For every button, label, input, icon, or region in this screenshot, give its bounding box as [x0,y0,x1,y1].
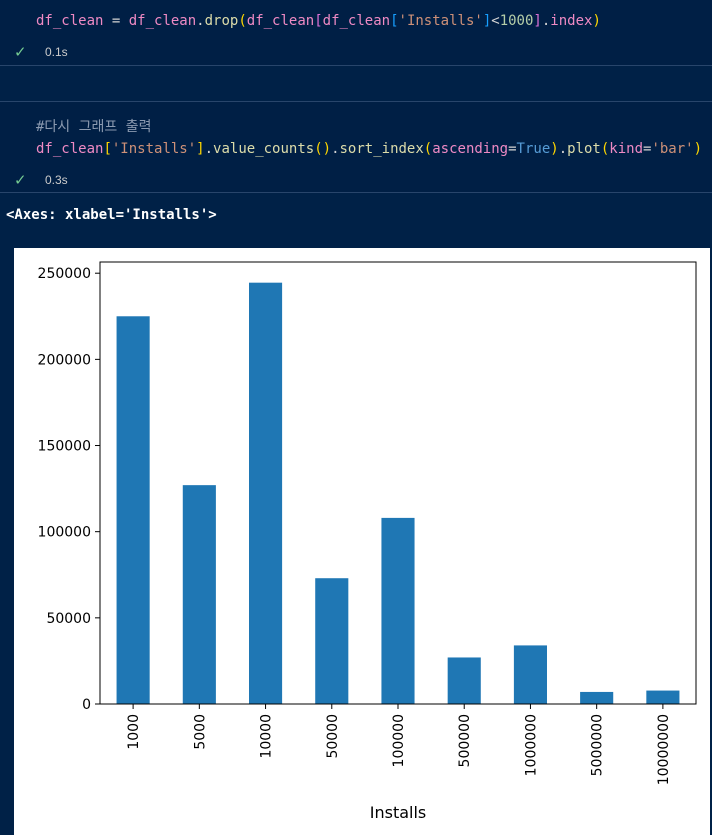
x-tick-label: 100000 [391,714,407,767]
code-token: [ [314,13,323,29]
code-token: 'Installs' [111,141,197,157]
code-token: df_clean [36,141,104,157]
code-token: = [508,141,517,157]
x-axis-label: Installs [370,803,427,822]
chart-bar [646,690,680,704]
x-tick-label: 10000 [259,714,275,759]
execution-time: 0.1s [45,45,68,59]
chart-bar [182,485,216,704]
code-token: True [516,141,551,157]
code-token: ( [423,141,433,157]
y-tick-label: 150000 [38,439,91,455]
code-token: ) [693,141,703,157]
code-line[interactable]: df_clean['Installs'].value_counts().sort… [36,140,702,158]
code-token: ) [592,13,601,29]
chart-bar [580,691,614,704]
x-tick-label: 1000000 [523,714,539,776]
code-token: df_clean [322,13,391,29]
output-text: <Axes: xlabel='Installs'> [6,207,217,223]
code-token: ( [238,13,247,29]
execution-time: 0.3s [45,173,68,187]
code-token: ) [550,141,559,157]
code-cell-2[interactable]: #다시 그래프 출력 df_clean['Installs'].value_co… [0,102,712,192]
cell-divider [0,192,712,193]
code-token: = [103,13,129,29]
code-token: df_clean [36,13,104,29]
chart-bar [116,316,150,704]
cell-divider [0,65,712,66]
check-icon: ✓ [14,43,27,61]
code-token: plot [567,141,601,157]
execution-status: ✓ 0.1s [14,43,68,61]
code-token: 'Installs' [398,13,483,29]
code-cell-1[interactable]: df_clean = df_clean.drop(df_clean[df_cle… [0,0,712,65]
chart-bar [381,517,415,704]
y-tick-label: 250000 [38,266,91,282]
code-token: ascending [432,141,509,157]
code-token: () [314,141,332,157]
y-tick-label: 100000 [38,525,91,541]
code-token: . [331,141,340,157]
code-token: < [491,13,500,29]
code-token: 'bar' [651,141,694,157]
code-token: . [541,13,551,29]
code-token: ( [600,141,610,157]
execution-status: ✓ 0.3s [14,171,68,189]
code-line[interactable]: df_clean = df_clean.drop(df_clean[df_cle… [36,12,601,30]
chart-svg: 0 50000 100000 150000 200000 250000 1000 5000 10… [38,261,697,822]
code-token: index [550,13,593,29]
code-token: ] [533,13,542,29]
code-token: ] [196,141,205,157]
code-token: ] [482,13,492,29]
cell-divider [0,101,712,102]
code-token: [ [103,141,112,157]
code-token: . [204,141,214,157]
code-token: 1000 [499,13,534,29]
chart-bar [315,578,349,704]
code-token: drop [204,13,239,29]
x-tick-label: 1000 [126,714,142,750]
code-token: sort_index [339,141,424,157]
x-tick-label: 500000 [457,714,473,767]
x-tick-label: 10000000 [656,714,672,785]
code-token: . [196,13,205,29]
y-tick-label: 50000 [46,611,91,627]
bar-chart: 0 50000 100000 150000 200000 250000 1000 5000 10… [14,248,710,835]
x-tick-label: 50000 [325,714,341,759]
check-icon: ✓ [14,171,27,189]
code-token: df_clean [246,13,315,29]
x-tick-label: 5000 [192,714,208,750]
code-token: = [643,141,652,157]
y-tick-label: 200000 [38,352,91,368]
y-tick-label: 0 [82,697,91,713]
chart-bar [513,645,547,704]
chart-bar [249,282,283,704]
code-token: . [558,141,568,157]
code-token: value_counts [213,141,315,157]
code-comment[interactable]: #다시 그래프 출력 [36,119,152,135]
code-token: kind [609,141,643,157]
code-token: df_clean [128,13,197,29]
code-token: [ [390,13,399,29]
x-tick-label: 5000000 [590,714,606,776]
chart-bar [447,657,481,704]
